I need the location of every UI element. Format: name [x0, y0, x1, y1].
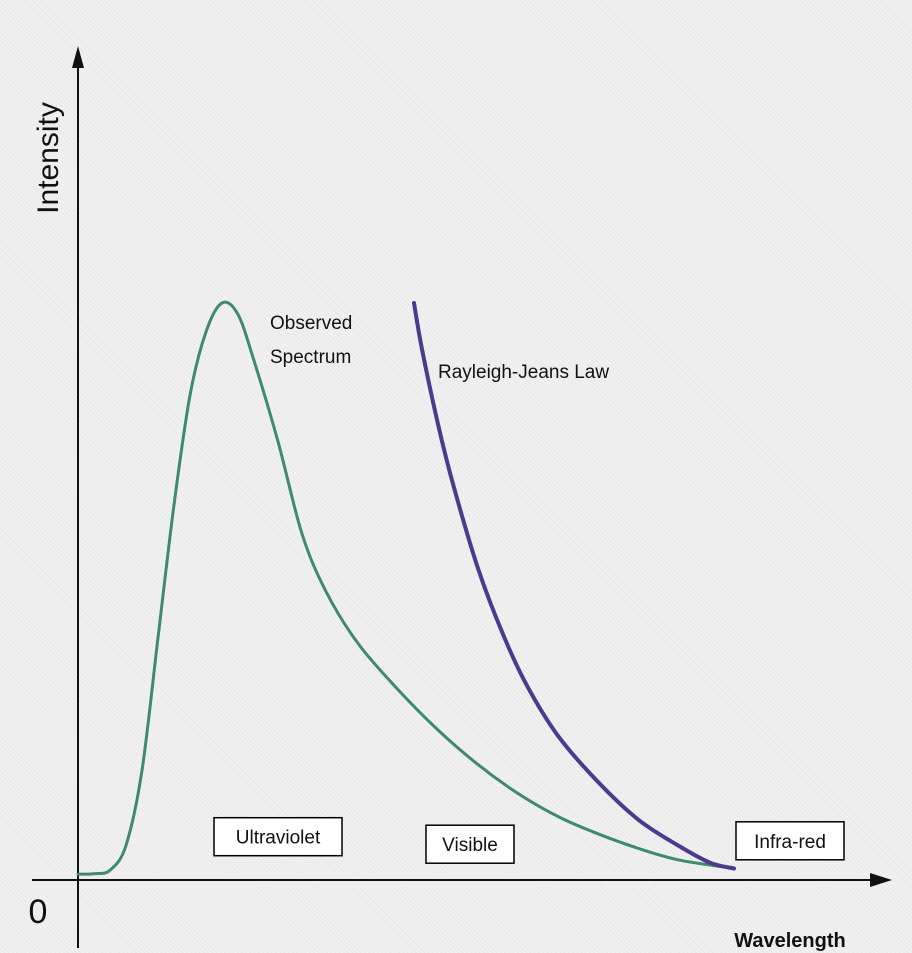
- region-label-box: [213, 816, 343, 857]
- series-line-rayleigh-jeans-law: [412, 301, 736, 871]
- y-axis-arrow-icon: [72, 46, 84, 68]
- x-axis-label: Wavelength: [734, 930, 846, 952]
- region-label-text: Ultraviolet: [236, 828, 321, 849]
- y-axis-label: Intensity: [32, 102, 65, 214]
- region-label-infra-red: Infra-red: [735, 821, 845, 861]
- series-line-observed-spectrum: [76, 300, 736, 876]
- x-axis-arrow-icon: [870, 873, 892, 887]
- annotation-line: Spectrum: [270, 347, 351, 368]
- series-layer: [76, 300, 736, 876]
- region-label-visible: Visible: [425, 824, 515, 864]
- annotation-line: Observed: [270, 313, 352, 334]
- region-layer: Ultraviolet Visible Infra-red: [213, 816, 845, 864]
- plot-area: Rayleigh-Jeans Law Observed Spectrum Ultra…: [29, 46, 892, 952]
- annotation-layer: Rayleigh-Jeans Law Observed Spectrum: [270, 313, 609, 383]
- region-label-ultraviolet: Ultraviolet: [213, 816, 343, 857]
- region-label-text: Visible: [442, 835, 498, 856]
- annotation-1: Observed Spectrum: [270, 313, 352, 368]
- region-label-box: [425, 824, 515, 864]
- annotation-0: Rayleigh-Jeans Law: [438, 362, 609, 383]
- region-label-box: [735, 821, 845, 861]
- origin-label: 0: [29, 893, 48, 931]
- region-label-text: Infra-red: [754, 832, 826, 853]
